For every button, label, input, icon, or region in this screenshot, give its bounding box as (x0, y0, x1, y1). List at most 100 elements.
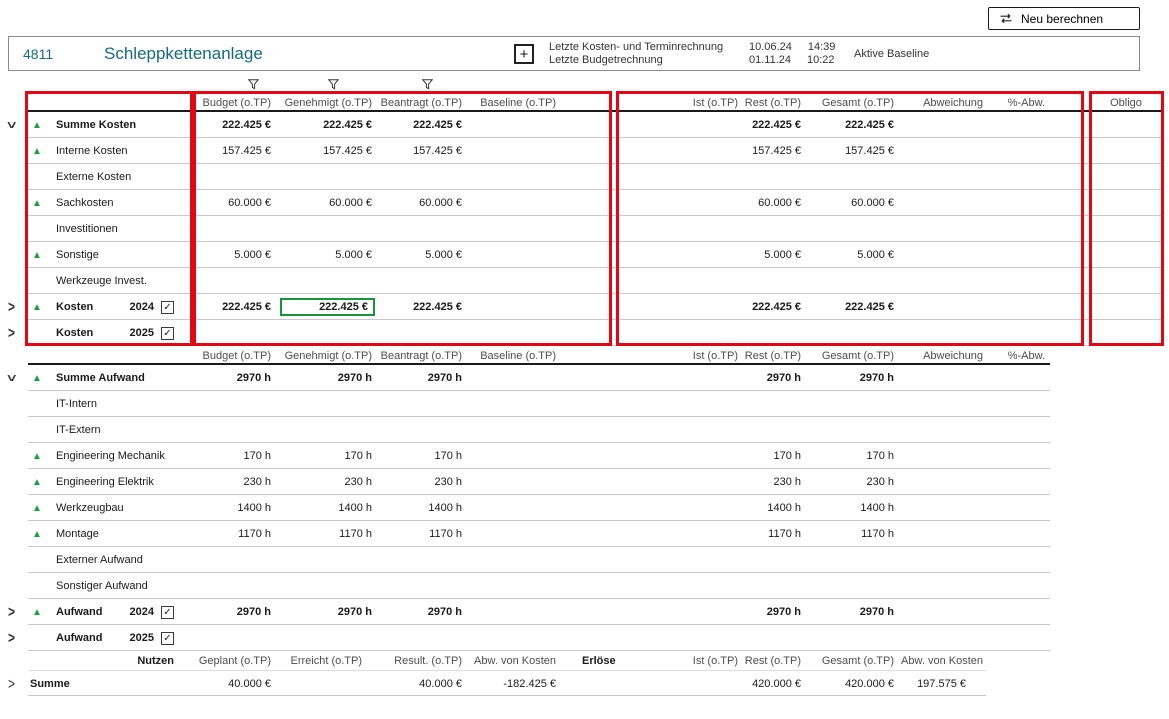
gesamt-cell[interactable]: 222.425 € (845, 301, 894, 313)
gesamt-cell[interactable]: 2970 h (859, 606, 894, 618)
ist-cell[interactable] (618, 365, 742, 391)
beantragt-cell[interactable]: 1170 h (429, 528, 462, 540)
beantragt-cell[interactable]: 222.425 € (413, 119, 462, 131)
rest-cell[interactable] (742, 164, 804, 190)
gesamt-cell[interactable] (804, 164, 898, 190)
rest-cell[interactable] (742, 320, 804, 346)
baseline-cell[interactable] (466, 164, 562, 190)
budget-cell[interactable] (194, 164, 280, 190)
result-cell[interactable]: 40.000 € (419, 677, 462, 690)
rest-cell[interactable]: 2970 h (766, 606, 801, 618)
row-label[interactable]: Engineering Elektrik (54, 469, 194, 495)
baseline-cell[interactable] (466, 573, 562, 599)
budget-cell[interactable] (194, 547, 280, 573)
rest-cell[interactable]: 222.425 € (752, 119, 801, 131)
obligo-cell[interactable] (1088, 443, 1164, 469)
pabw-cell[interactable] (986, 625, 1048, 651)
beantragt-cell[interactable]: 157.425 € (413, 145, 462, 157)
abweichung-cell[interactable] (898, 112, 986, 138)
genehmigt-cell[interactable]: 230 h (344, 476, 372, 488)
budget-cell[interactable]: 1400 h (237, 502, 271, 514)
baseline-cell[interactable] (466, 242, 562, 268)
ist-cell[interactable] (618, 190, 742, 216)
row-label[interactable]: Sonstige (54, 242, 194, 268)
genehmigt-cell[interactable]: 222.425 € (323, 119, 372, 131)
pabw-cell[interactable] (986, 268, 1048, 294)
rest-cell[interactable]: 230 h (773, 476, 801, 488)
budget-cell[interactable] (194, 391, 280, 417)
abweichung-cell[interactable] (898, 573, 986, 599)
obligo-cell[interactable] (1088, 190, 1164, 216)
year-checkbox[interactable]: ✓ (161, 605, 174, 619)
beantragt-cell[interactable]: 1400 h (428, 502, 462, 514)
gesamt-cell[interactable] (804, 547, 898, 573)
genehmigt-cell[interactable] (280, 216, 376, 242)
row-label[interactable]: IT-Intern (54, 391, 194, 417)
abweichung-cell[interactable] (898, 294, 986, 320)
row-label[interactable]: Aufwand 2024 ✓ (54, 599, 194, 625)
row-label[interactable]: Kosten 2024 ✓ (54, 294, 194, 320)
gesamt-cell[interactable] (804, 320, 898, 346)
row-label[interactable]: Summe Kosten (54, 112, 194, 138)
ist-cell[interactable] (618, 268, 742, 294)
rest-cell[interactable]: 1400 h (767, 502, 801, 514)
beantragt-cell[interactable] (376, 320, 466, 346)
gesamt-cell[interactable] (804, 268, 898, 294)
gesamt-cell[interactable]: 5.000 € (857, 249, 894, 261)
obligo-cell[interactable] (1088, 391, 1164, 417)
obligo-cell[interactable] (1088, 417, 1164, 443)
year-checkbox[interactable]: ✓ (161, 300, 174, 314)
ist-cell[interactable] (618, 599, 742, 625)
pabw-cell[interactable] (986, 320, 1048, 346)
obligo-cell[interactable] (1088, 573, 1164, 599)
rest-cell[interactable]: 1170 h (768, 528, 801, 540)
year-checkbox[interactable]: ✓ (161, 631, 174, 645)
genehmigt-cell[interactable]: 5.000 € (335, 249, 372, 261)
row-label[interactable]: Montage (54, 521, 194, 547)
baseline-cell[interactable] (466, 599, 562, 625)
expand-chevron-icon[interactable]: > (8, 323, 16, 343)
budget-cell[interactable]: 222.425 € (222, 301, 271, 313)
abweichung-cell[interactable] (898, 417, 986, 443)
abweichung-cell[interactable] (898, 365, 986, 391)
ist-cell[interactable] (618, 294, 742, 320)
obligo-cell[interactable] (1088, 164, 1164, 190)
row-label[interactable]: Kosten 2025 ✓ (54, 320, 194, 346)
gesamt-cell[interactable]: 230 h (866, 476, 894, 488)
beantragt-cell[interactable] (376, 391, 466, 417)
beantragt-cell[interactable]: 222.425 € (413, 301, 462, 313)
row-label[interactable]: Summe Aufwand (54, 365, 194, 391)
budget-cell[interactable]: 5.000 € (234, 249, 271, 261)
rest-cell[interactable] (742, 547, 804, 573)
row-label[interactable]: IT-Extern (54, 417, 194, 443)
gesamt-cell[interactable]: 2970 h (859, 372, 894, 384)
row-label[interactable]: Interne Kosten (54, 138, 194, 164)
ist-cell[interactable] (618, 495, 742, 521)
abweichung-cell[interactable] (898, 138, 986, 164)
baseline-cell[interactable] (466, 625, 562, 651)
baseline-cell[interactable] (466, 190, 562, 216)
baseline-cell[interactable] (466, 112, 562, 138)
obligo-cell[interactable] (1088, 112, 1164, 138)
collapse-chevron-icon[interactable]: > (2, 374, 21, 382)
abweichung-cell[interactable] (898, 320, 986, 346)
abweichung-cell[interactable] (898, 443, 986, 469)
rest-cell[interactable]: 5.000 € (764, 249, 801, 261)
genehmigt-cell[interactable] (280, 320, 376, 346)
pabw-cell[interactable] (986, 365, 1048, 391)
beantragt-cell[interactable] (376, 547, 466, 573)
obligo-cell[interactable] (1088, 469, 1164, 495)
row-label[interactable]: Sachkosten (54, 190, 194, 216)
gesamt-cell[interactable]: 1170 h (861, 528, 894, 540)
gesamt-cell[interactable]: 170 h (866, 450, 894, 462)
baseline-cell[interactable] (466, 391, 562, 417)
row-label[interactable]: Werkzeugbau (54, 495, 194, 521)
abweichung-cell[interactable] (898, 495, 986, 521)
genehmigt-cell[interactable]: 1170 h (339, 528, 372, 540)
ist-cell[interactable] (618, 521, 742, 547)
gesamt-cell[interactable]: 157.425 € (845, 145, 894, 157)
abweichung-cell[interactable] (898, 190, 986, 216)
rest-cell[interactable]: 420.000 € (752, 677, 801, 690)
baseline-cell[interactable] (466, 547, 562, 573)
ist-cell[interactable] (618, 164, 742, 190)
